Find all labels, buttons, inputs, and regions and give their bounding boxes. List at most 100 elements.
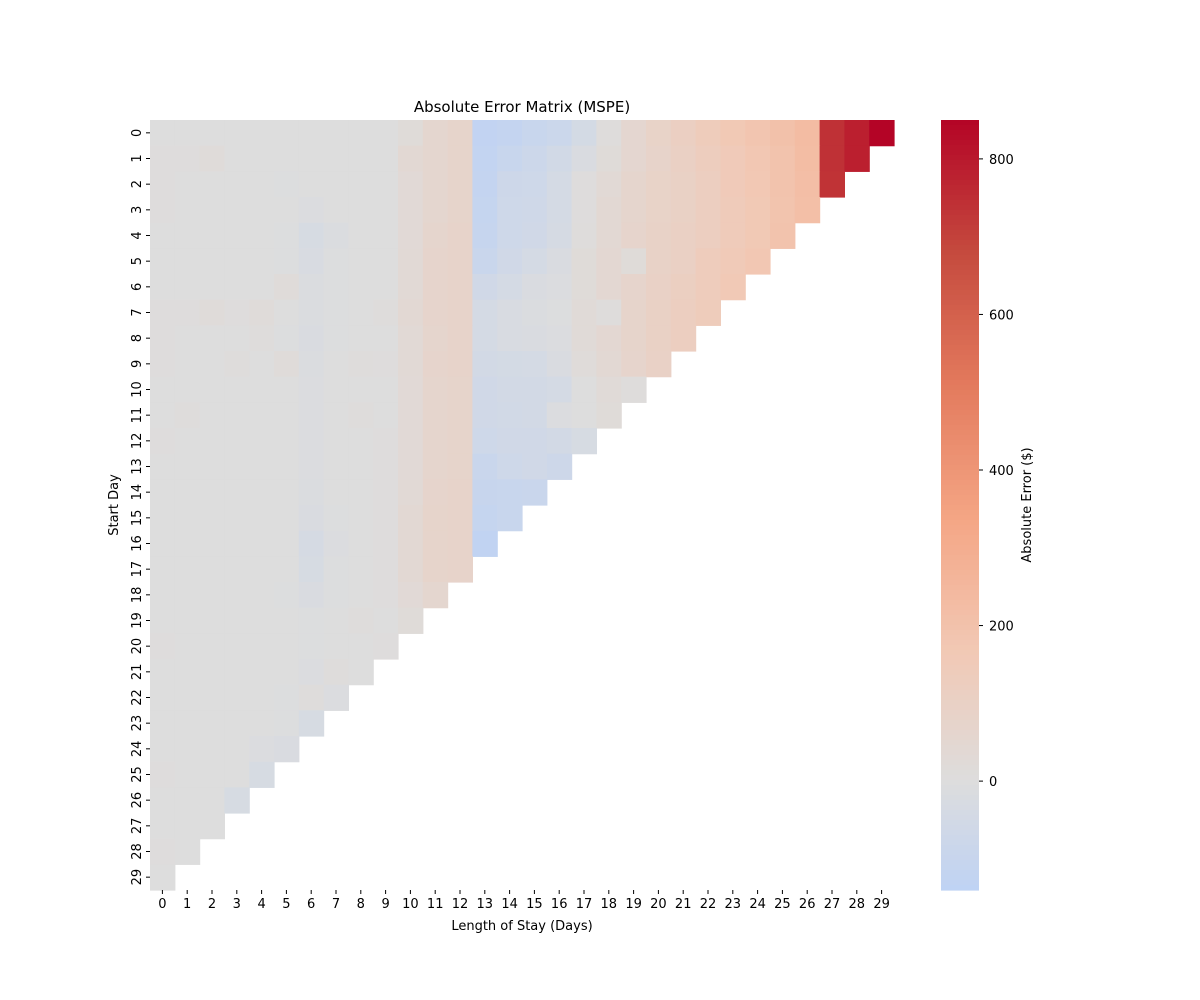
heatmap-cell (274, 453, 300, 480)
heatmap-cell (447, 428, 473, 455)
heatmap-cell (298, 505, 325, 532)
heatmap-cell (398, 479, 424, 506)
heatmap-cell (373, 479, 399, 506)
x-tick-label: 22 (700, 897, 717, 912)
heatmap-cell (571, 376, 597, 403)
heatmap-cell (298, 402, 325, 429)
colorbar-segment (941, 685, 979, 691)
heatmap-cell (745, 145, 771, 172)
heatmap-cell (274, 659, 300, 686)
heatmap-cell (174, 838, 201, 865)
heatmap-cell (323, 428, 349, 455)
colorbar-segment (941, 340, 979, 346)
heatmap-cell (398, 607, 424, 634)
heatmap-cell (298, 248, 325, 275)
heatmap-cell (621, 376, 647, 403)
x-tick-label: 5 (282, 897, 290, 912)
heatmap-cell (497, 351, 523, 378)
y-tick-label: 19 (130, 612, 145, 629)
x-tick-label: 2 (208, 897, 216, 912)
heatmap-cell (422, 120, 449, 147)
heatmap-cell (522, 248, 548, 275)
colorbar-segment (941, 490, 979, 496)
colorbar-segment (941, 230, 979, 236)
heatmap-cell (596, 376, 622, 403)
colorbar-segment (941, 860, 979, 866)
heatmap-cell (274, 120, 300, 147)
heatmap-cell (646, 299, 672, 326)
x-tick-label: 9 (381, 897, 389, 912)
heatmap-cell (199, 736, 225, 763)
colorbar-segment (941, 560, 979, 566)
colorbar-segment (941, 300, 979, 306)
colorbar-segment (941, 325, 979, 331)
heatmap-cell (472, 376, 498, 403)
colorbar-segment (941, 700, 979, 706)
colorbar-segment (941, 125, 979, 131)
heatmap-cell (373, 351, 399, 378)
heatmap-cell (770, 197, 796, 224)
heatmap-cell (249, 120, 275, 147)
heatmap-cell (224, 684, 250, 711)
colorbar-segment (941, 370, 979, 376)
colorbar-tick-label: 600 (989, 308, 1014, 323)
heatmap-cell (497, 120, 523, 147)
heatmap-cell (695, 274, 721, 301)
colorbar-segment (941, 670, 979, 676)
heatmap-cell (174, 274, 201, 301)
heatmap-cell (150, 222, 176, 249)
heatmap-cell (348, 453, 374, 480)
heatmap-cell (199, 120, 225, 147)
heatmap-cell (373, 556, 399, 583)
colorbar-segment (941, 710, 979, 716)
heatmap-cell (422, 222, 449, 249)
heatmap-cell (150, 761, 176, 788)
colorbar-segment (941, 335, 979, 341)
heatmap-cell (596, 222, 622, 249)
colorbar-segment (941, 510, 979, 516)
heatmap-cell (150, 248, 176, 275)
heatmap-cell (596, 171, 622, 198)
y-tick-label: 3 (130, 206, 145, 214)
colorbar-segment (941, 660, 979, 666)
heatmap-cell (274, 274, 300, 301)
heatmap-cell (844, 120, 870, 147)
heatmap-cell (670, 145, 697, 172)
heatmap-cell (298, 376, 325, 403)
heatmap-cell (546, 197, 573, 224)
heatmap-cell (274, 222, 300, 249)
colorbar-segment (941, 505, 979, 511)
heatmap-cell (571, 325, 597, 352)
heatmap-cell (323, 684, 349, 711)
heatmap-cell (398, 582, 424, 609)
colorbar-segment (941, 665, 979, 671)
colorbar-segment (941, 160, 979, 166)
heatmap-cell (422, 530, 449, 557)
heatmap-cell (422, 351, 449, 378)
heatmap-cell (422, 248, 449, 275)
heatmap-cell (323, 274, 349, 301)
heatmap-cell (497, 428, 523, 455)
heatmap-cell (199, 428, 225, 455)
heatmap-cell (323, 659, 349, 686)
heatmap-cell (398, 453, 424, 480)
heatmap-cell (274, 171, 300, 198)
heatmap-cell (323, 248, 349, 275)
heatmap-cell (447, 145, 473, 172)
heatmap-cell (274, 145, 300, 172)
heatmap-cell (150, 556, 176, 583)
heatmap-cell (398, 325, 424, 352)
heatmap-cell (522, 479, 548, 506)
heatmap-cell (224, 710, 250, 737)
heatmap-cell (249, 736, 275, 763)
heatmap-cell (249, 659, 275, 686)
colorbar-segment (941, 610, 979, 616)
heatmap-cell (174, 299, 201, 326)
colorbar (941, 120, 979, 891)
heatmap-cell (298, 274, 325, 301)
heatmap-cell (323, 120, 349, 147)
heatmap-cell (745, 197, 771, 224)
heatmap-cell (150, 274, 176, 301)
heatmap-cell (621, 145, 647, 172)
heatmap-cell (646, 351, 672, 378)
